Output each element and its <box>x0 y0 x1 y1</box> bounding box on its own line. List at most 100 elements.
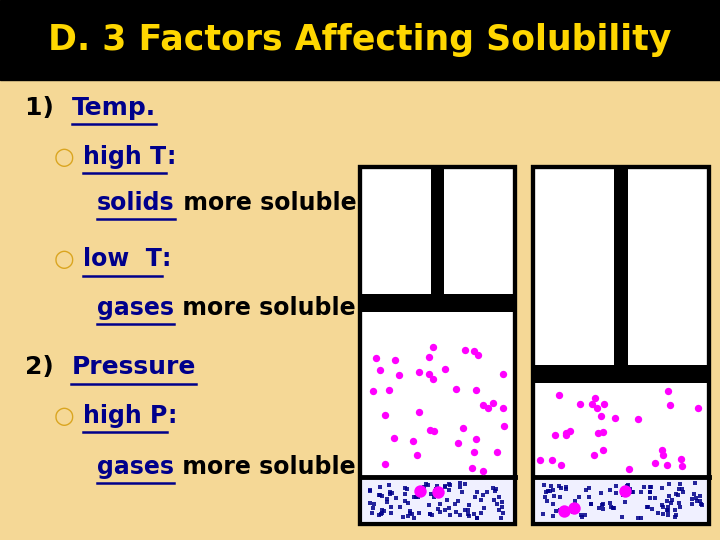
Point <box>374 366 386 374</box>
Point <box>666 496 678 504</box>
Text: D. 3 Factors Affecting Solubility: D. 3 Factors Affecting Solubility <box>48 23 672 57</box>
Point <box>545 487 557 496</box>
Point <box>657 446 668 455</box>
Point <box>426 511 438 519</box>
Point <box>674 498 685 507</box>
Point <box>569 504 580 512</box>
Point <box>433 508 445 517</box>
Point <box>462 510 474 518</box>
Point <box>553 391 564 400</box>
Point <box>539 493 551 502</box>
Bar <box>360 167 515 524</box>
Point <box>477 491 489 500</box>
Point <box>686 500 698 508</box>
Text: :: : <box>167 404 176 428</box>
Text: more soluble: more soluble <box>174 455 356 479</box>
Point <box>455 482 467 491</box>
Point <box>423 370 435 379</box>
Point <box>623 481 634 489</box>
Point <box>560 483 572 491</box>
Point <box>496 497 508 506</box>
Bar <box>431 167 444 294</box>
Point <box>468 509 480 518</box>
Point <box>402 512 414 521</box>
Point <box>535 455 546 464</box>
Point <box>373 490 384 499</box>
Point <box>595 489 607 497</box>
Point <box>635 488 647 496</box>
Text: Pressure: Pressure <box>71 355 196 379</box>
Point <box>538 510 549 518</box>
Point <box>439 505 451 514</box>
Point <box>554 505 566 514</box>
Point <box>472 514 483 522</box>
Point <box>693 403 704 412</box>
Point <box>370 354 382 362</box>
Point <box>662 461 673 469</box>
Text: ○: ○ <box>54 145 75 168</box>
Point <box>675 503 686 511</box>
Point <box>408 513 419 522</box>
Point <box>364 499 376 508</box>
Bar <box>0 0 720 80</box>
Point <box>388 434 400 442</box>
Point <box>632 415 644 423</box>
Point <box>657 509 669 518</box>
Point <box>364 485 376 494</box>
Point <box>686 495 698 503</box>
Point <box>597 428 608 437</box>
Point <box>559 505 571 514</box>
Point <box>541 496 553 505</box>
Point <box>377 509 388 517</box>
Point <box>423 353 435 361</box>
Point <box>664 480 675 488</box>
Point <box>364 487 376 495</box>
Point <box>554 493 565 502</box>
Point <box>498 404 509 413</box>
Point <box>428 492 439 501</box>
Point <box>642 502 654 511</box>
Point <box>540 488 552 497</box>
Point <box>443 485 454 494</box>
Point <box>598 500 609 508</box>
Point <box>598 400 609 408</box>
Point <box>404 509 415 517</box>
Point <box>429 486 441 495</box>
Point <box>498 509 509 518</box>
Point <box>584 484 595 492</box>
Point <box>420 480 431 489</box>
Point <box>539 481 550 490</box>
Point <box>555 483 567 492</box>
Point <box>652 509 664 517</box>
Point <box>428 343 439 352</box>
Point <box>604 485 616 494</box>
Point <box>418 482 430 491</box>
Point <box>589 394 600 402</box>
Point <box>394 503 405 512</box>
Point <box>450 384 462 393</box>
Point <box>489 487 500 495</box>
Point <box>664 491 675 500</box>
Point <box>644 488 655 496</box>
Point <box>598 504 609 513</box>
Point <box>675 454 687 463</box>
Point <box>661 506 672 515</box>
Point <box>626 488 638 497</box>
Point <box>471 385 482 394</box>
Point <box>456 488 467 496</box>
Point <box>381 498 392 507</box>
Point <box>574 492 585 501</box>
Point <box>583 492 595 501</box>
Bar <box>533 477 709 524</box>
Point <box>546 486 558 495</box>
Point <box>444 510 456 519</box>
Point <box>674 479 685 488</box>
Point <box>383 386 395 395</box>
Point <box>664 401 675 409</box>
Bar <box>533 365 709 383</box>
Point <box>475 509 487 517</box>
Point <box>477 401 489 409</box>
Text: ○: ○ <box>54 404 75 428</box>
Point <box>553 481 564 490</box>
Point <box>377 505 388 514</box>
